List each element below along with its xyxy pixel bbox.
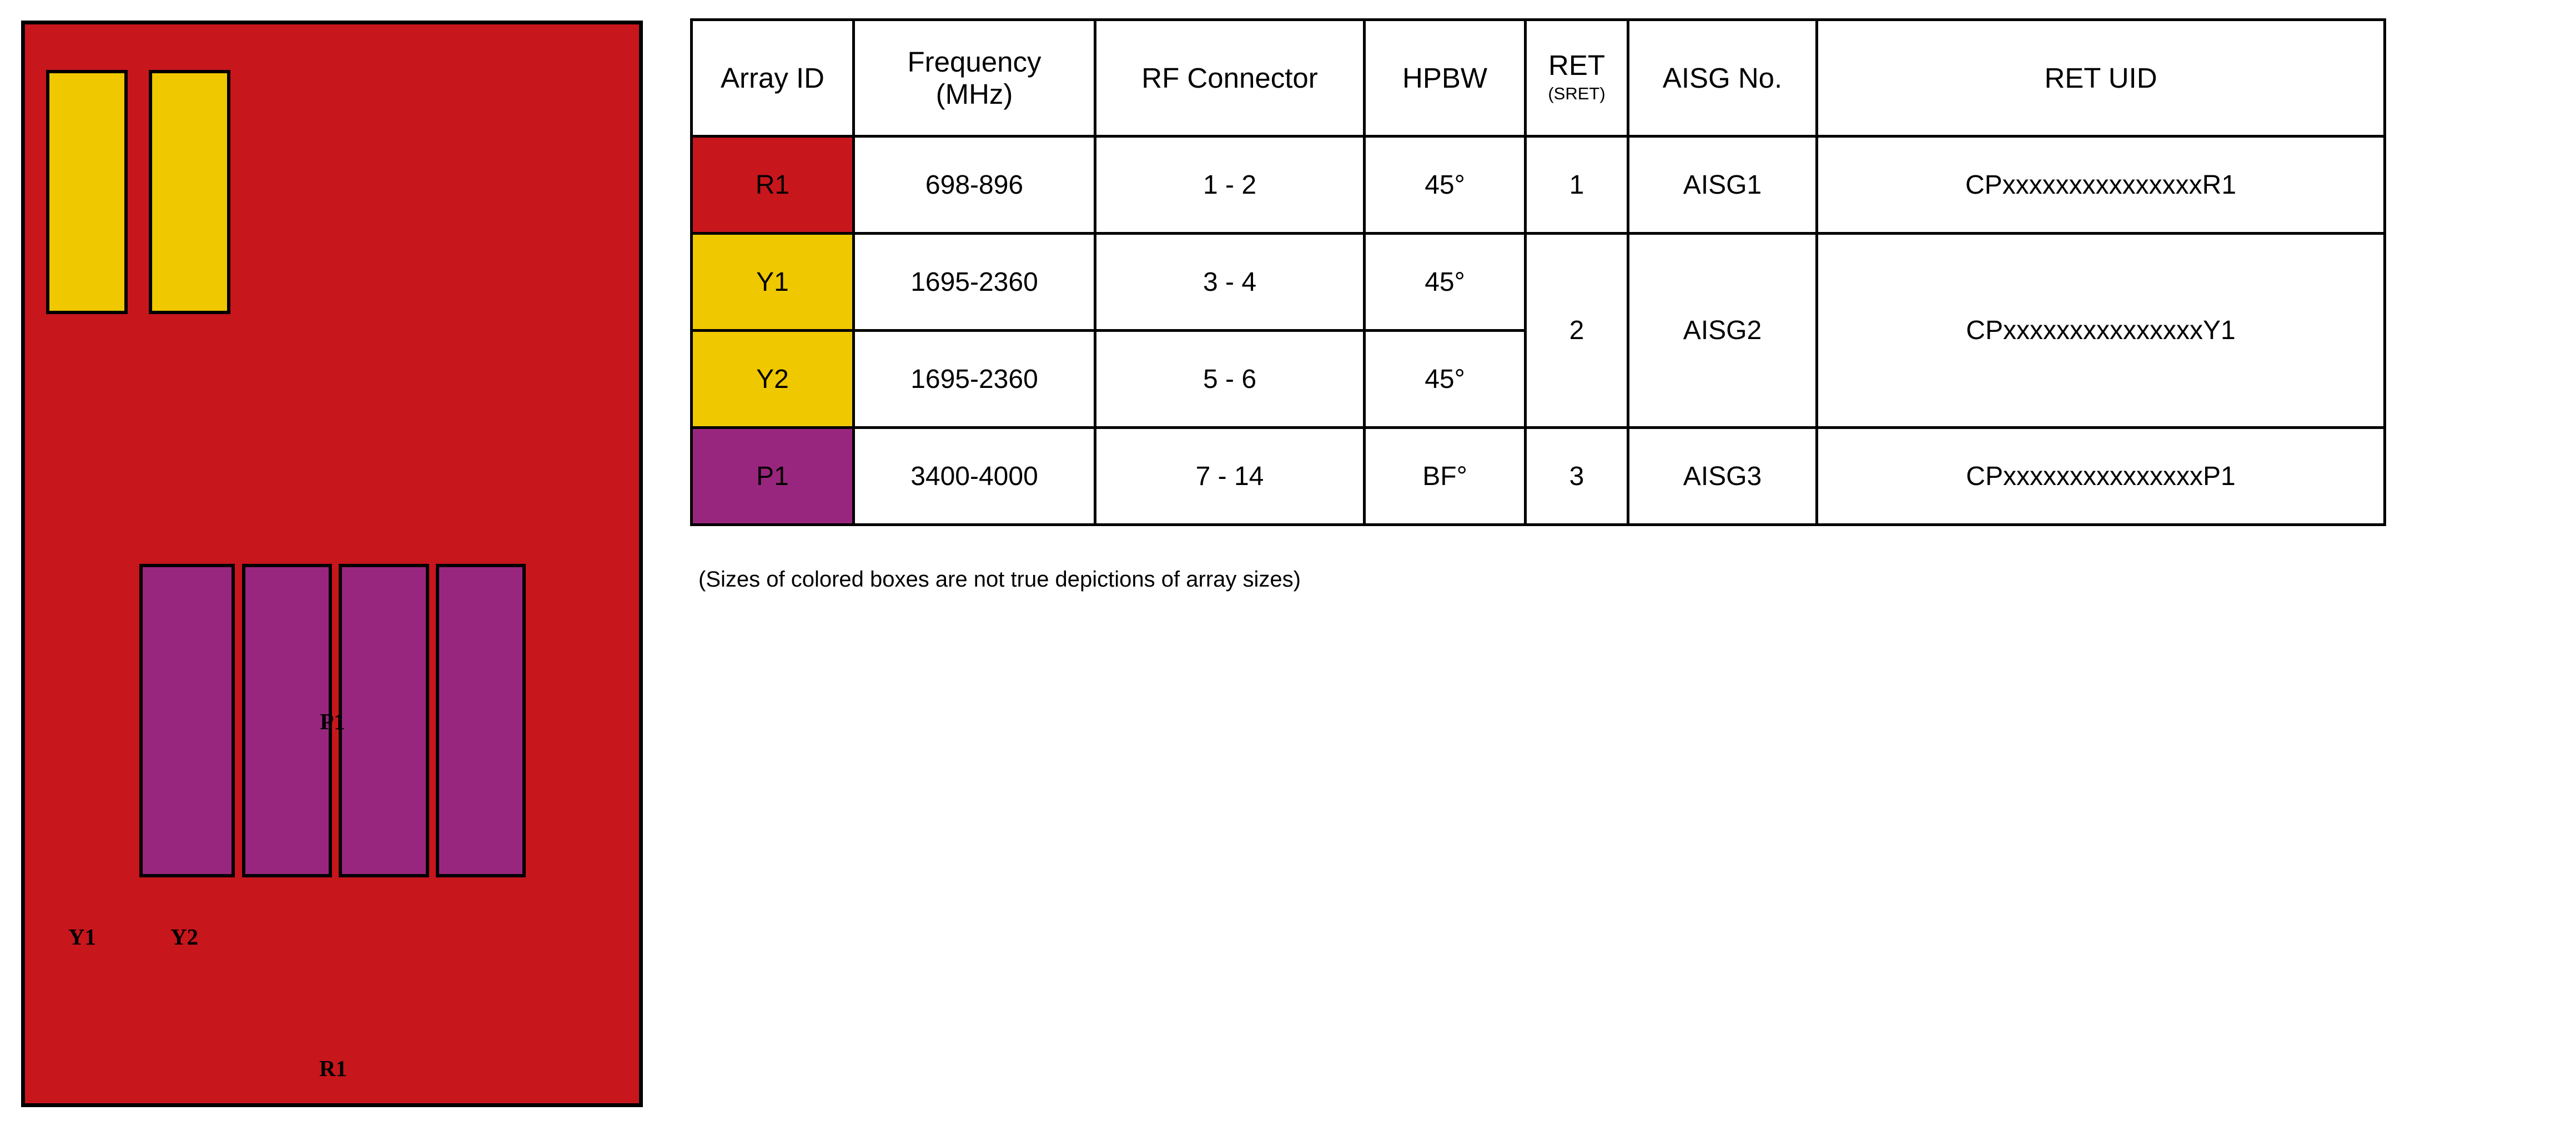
cell-array-id: R1: [690, 135, 855, 235]
column-header-ret-line1: RET: [1548, 49, 1605, 81]
cell-aisg-no: AISG3: [1627, 426, 1818, 526]
array-panel-p1-element-4: [436, 564, 526, 877]
array-label-r1: R1: [319, 1056, 348, 1081]
cell-array-id: Y2: [690, 329, 855, 429]
table-row: Y2 1695-2360 5 - 6 45°: [690, 329, 2385, 429]
array-panel-p1-element-2: [242, 564, 332, 877]
cell-frequency: 1695-2360: [852, 329, 1096, 429]
cell-ret: 1: [1524, 135, 1629, 235]
cell-frequency: 3400-4000: [852, 426, 1096, 526]
cell-ret: 3: [1524, 426, 1629, 526]
column-header-ret: RET (SRET): [1524, 18, 1629, 138]
array-label-y2: Y2: [170, 924, 199, 950]
column-header-hpbw: HPBW: [1363, 18, 1527, 138]
column-header-rf-connector: RF Connector: [1094, 18, 1366, 138]
column-header-frequency-line2: (MHz): [935, 78, 1013, 110]
array-label-p1: P1: [320, 709, 345, 734]
table-header-row: Array ID Frequency (MHz) RF Connector HP…: [690, 18, 2386, 138]
cell-hpbw: 45°: [1363, 329, 1527, 429]
cell-hpbw: 45°: [1363, 232, 1527, 332]
column-header-ret-uid: RET UID: [1815, 18, 2386, 138]
cell-rf-connector: 7 - 14: [1094, 426, 1366, 526]
column-header-array-id: Array ID: [690, 18, 855, 138]
cell-rf-connector: 5 - 6: [1094, 329, 1366, 429]
cell-frequency: 698-896: [852, 135, 1096, 235]
cell-ret-uid: CPxxxxxxxxxxxxxxxP1: [1815, 426, 2386, 526]
cell-aisg-no: AISG1: [1627, 135, 1818, 235]
array-label-y1: Y1: [68, 924, 97, 950]
cell-array-id: Y1: [690, 232, 855, 332]
array-panel-y1: [46, 70, 128, 314]
column-header-frequency-line1: Frequency: [907, 46, 1042, 78]
antenna-array-diagram: P1 Y1 Y2 R1: [0, 0, 666, 1121]
cell-rf-connector: 1 - 2: [1094, 135, 1366, 235]
array-panel-p1-element-1: [139, 564, 235, 877]
table-row: R1 698-896 1 - 2 45° 1 AISG1 CPxxxxxxxxx…: [690, 135, 2386, 235]
cell-hpbw: 45°: [1363, 135, 1527, 235]
cell-hpbw: BF°: [1363, 426, 1527, 526]
array-panel-y2: [149, 70, 230, 314]
cell-ret: 2: [1524, 232, 1629, 429]
table-note: (Sizes of colored boxes are not true dep…: [698, 567, 1301, 592]
table-row: P1 3400-4000 7 - 14 BF° 3 AISG3 CPxxxxxx…: [690, 426, 2386, 526]
cell-ret-uid: CPxxxxxxxxxxxxxxxY1: [1815, 232, 2386, 429]
cell-aisg-no: AISG2: [1627, 232, 1818, 429]
cell-ret-uid: CPxxxxxxxxxxxxxxxR1: [1815, 135, 2386, 235]
array-spec-table-container: Array ID Frequency (MHz) RF Connector HP…: [690, 18, 2386, 526]
table-row: Y1 1695-2360 3 - 4 45° 2 AISG2 CPxxxxxxx…: [690, 232, 2386, 429]
array-panel-p1-element-3: [339, 564, 429, 877]
cell-array-id: P1: [690, 426, 855, 526]
cell-frequency: 1695-2360: [852, 232, 1096, 332]
array-panel-r1: [21, 21, 643, 1107]
array-spec-table: Array ID Frequency (MHz) RF Connector HP…: [690, 18, 2386, 526]
cell-rf-connector: 3 - 4: [1094, 232, 1366, 332]
column-header-ret-line2: (SRET): [1548, 83, 1606, 103]
column-header-aisg-no: AISG No.: [1627, 18, 1818, 138]
column-header-frequency: Frequency (MHz): [852, 18, 1096, 138]
